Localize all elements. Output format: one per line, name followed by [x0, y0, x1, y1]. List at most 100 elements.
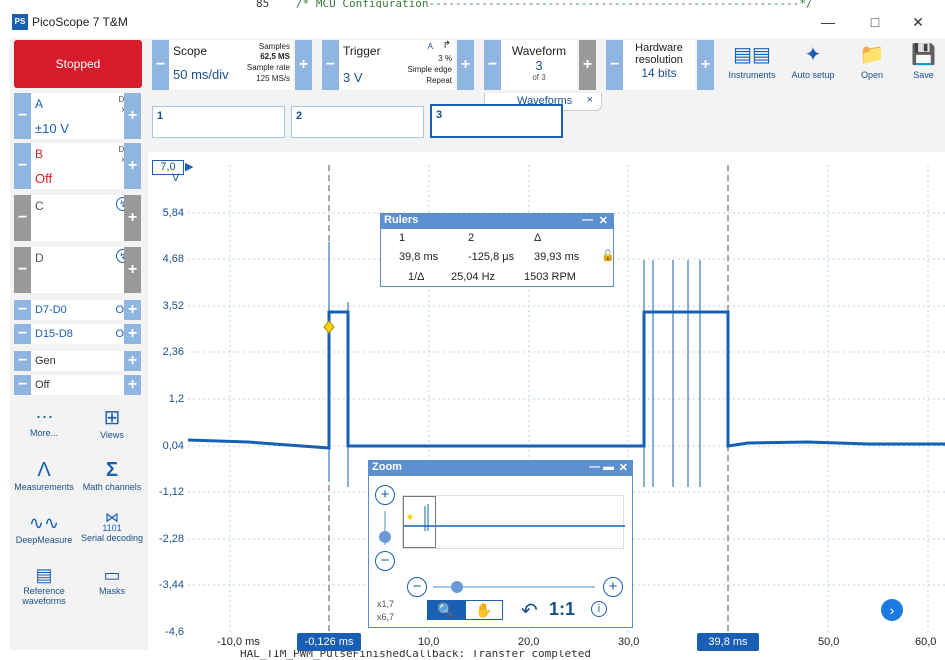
- channel-b-minus-button[interactable]: −: [14, 143, 31, 189]
- next-arrow-icon[interactable]: ›: [881, 599, 903, 621]
- zoom-in-horizontal-button[interactable]: +: [603, 577, 623, 597]
- d7-d0-minus-button[interactable]: −: [14, 300, 31, 320]
- channel-d-plus-button[interactable]: +: [124, 247, 141, 293]
- instruments-button[interactable]: ▤▤ Instruments: [723, 40, 781, 90]
- channel-b-plus-button[interactable]: +: [124, 143, 141, 189]
- zoom-overview[interactable]: [402, 495, 625, 549]
- scope-settings[interactable]: Scope 50 ms/div Samples 62,5 MS Sample r…: [169, 40, 293, 90]
- x-tick: -10,0 ms: [217, 636, 260, 648]
- math-channels-tool[interactable]: Σ Math channels: [80, 458, 144, 492]
- run-stop-button[interactable]: Stopped: [14, 40, 142, 88]
- d15-d8-minus-button[interactable]: −: [14, 324, 31, 344]
- rising-edge-icon: ↱: [442, 40, 451, 51]
- serial-decoding-tool[interactable]: ⋈ 1101 Serial decoding: [80, 510, 144, 543]
- y-tick: 5,84: [162, 207, 184, 219]
- trigger-settings[interactable]: Trigger 3 V A ↱ 3 % Simple edge Repeat: [339, 40, 455, 90]
- waveform-plus-button[interactable]: +: [579, 40, 596, 90]
- horizontal-zoom-thumb[interactable]: [451, 581, 463, 593]
- gen-state-settings[interactable]: Off: [31, 375, 134, 395]
- d15-d8-plus-button[interactable]: +: [124, 324, 141, 344]
- reference-waveforms-tool[interactable]: ▤ Reference waveforms: [12, 564, 76, 606]
- close-icon[interactable]: ×: [586, 94, 593, 106]
- minimize-icon[interactable]: —: [582, 214, 593, 226]
- d15-d8-settings[interactable]: D15-D8 Off: [31, 324, 134, 344]
- minimize-icon[interactable]: —: [589, 461, 600, 473]
- vertical-zoom-track[interactable]: [384, 511, 386, 545]
- waveform-minus-button[interactable]: −: [484, 40, 501, 90]
- rulers-col-1: 1: [399, 232, 406, 244]
- rulers-panel[interactable]: Rulers — ✕ 1 2 Δ 39,8 ms -125,8 µs 39,93…: [380, 213, 615, 287]
- info-icon[interactable]: i: [591, 601, 607, 617]
- thumb-1-label: 1: [157, 110, 164, 122]
- compass-icon: Λ: [37, 459, 51, 481]
- waveform-thumb-2[interactable]: 2: [291, 106, 424, 138]
- zoom-out-vertical-button[interactable]: −: [375, 551, 395, 571]
- minimize-icon[interactable]: —: [821, 14, 835, 30]
- y-tick: 4,68: [162, 253, 184, 265]
- x-tick: 20,0: [518, 636, 540, 648]
- channel-c-minus-button[interactable]: −: [14, 195, 31, 241]
- trigger-minus-button[interactable]: −: [322, 40, 339, 90]
- close-icon[interactable]: ✕: [618, 462, 628, 474]
- zoom-tool-icon[interactable]: 🔍: [427, 600, 465, 620]
- ruler-1-label[interactable]: -0,126 ms: [297, 633, 361, 651]
- d7-d0-settings[interactable]: D7-D0 Off: [31, 300, 134, 320]
- d7-d0-label: D7-D0: [35, 304, 67, 316]
- more-tool[interactable]: ⋯ More...: [12, 406, 76, 438]
- undo-zoom-icon[interactable]: ↶: [521, 600, 538, 622]
- trigger-marker-icon[interactable]: [323, 320, 335, 334]
- channel-a-minus-button[interactable]: −: [14, 93, 31, 139]
- instruments-icon: ▤▤: [733, 44, 771, 66]
- trigger-plus-button[interactable]: +: [457, 40, 474, 90]
- channel-b-settings[interactable]: B DC x1 Off: [31, 143, 134, 189]
- maximize-icon[interactable]: □: [870, 14, 880, 30]
- scope-plus-button[interactable]: +: [295, 40, 312, 90]
- close-icon[interactable]: ✕: [912, 14, 924, 30]
- gen-state-plus-button[interactable]: +: [124, 375, 141, 395]
- open-button[interactable]: 📁 Open: [843, 40, 901, 90]
- channel-d-settings[interactable]: D ↯: [31, 247, 134, 293]
- channel-b-name: B: [35, 147, 44, 161]
- zoom-in-vertical-button[interactable]: +: [375, 485, 395, 505]
- open-label: Open: [860, 70, 884, 80]
- horizontal-zoom-track[interactable]: [433, 586, 595, 588]
- d7-d0-plus-button[interactable]: +: [124, 300, 141, 320]
- pan-hand-icon[interactable]: ✋: [465, 600, 503, 620]
- waveform-thumb-1[interactable]: 1: [152, 106, 285, 138]
- waveform-settings[interactable]: Waveform 3 of 3: [501, 40, 577, 90]
- zoom-panel[interactable]: Zoom — ▬ ✕ + − − + x1,7 x6,7 🔍 ✋ ↶ 1:1 i: [368, 460, 633, 628]
- y-tick: -2,28: [158, 533, 184, 545]
- channel-a-plus-button[interactable]: +: [124, 93, 141, 139]
- channel-c-settings[interactable]: C ↯: [31, 195, 134, 241]
- deepmeasure-tool[interactable]: ∿∿ DeepMeasure: [12, 511, 76, 545]
- gen-settings[interactable]: Gen: [31, 351, 134, 371]
- waveform-number: 3: [535, 58, 543, 73]
- gen-minus-button[interactable]: −: [14, 351, 31, 371]
- resolution-plus-button[interactable]: +: [697, 40, 714, 90]
- reset-zoom-button[interactable]: 1:1: [549, 599, 576, 619]
- auto-setup-button[interactable]: ✦ Auto setup: [784, 40, 842, 90]
- resolution-minus-button[interactable]: −: [606, 40, 623, 90]
- save-button[interactable]: 💾 Save: [902, 40, 945, 90]
- save-label: Save: [913, 70, 934, 80]
- scope-minus-button[interactable]: −: [152, 40, 169, 90]
- close-icon[interactable]: ✕: [598, 215, 608, 227]
- axis-top-value[interactable]: 7,0: [152, 160, 184, 175]
- lock-icon[interactable]: 🔓: [601, 250, 615, 262]
- restore-icon[interactable]: ▬: [603, 461, 614, 473]
- vertical-zoom-thumb[interactable]: [379, 531, 391, 543]
- channel-a-settings[interactable]: A DC x1 ±10 V: [31, 93, 134, 139]
- rulers-col-2: 2: [468, 232, 475, 244]
- ruler-2-label[interactable]: 39,8 ms: [697, 633, 759, 651]
- resolution-settings[interactable]: Hardware resolution 14 bits: [623, 40, 695, 90]
- zoom-out-horizontal-button[interactable]: −: [407, 577, 427, 597]
- gen-plus-button[interactable]: +: [124, 351, 141, 371]
- x-tick: 50,0: [818, 636, 840, 648]
- waveform-thumb-3[interactable]: 3: [430, 104, 563, 138]
- masks-tool[interactable]: ▭ Masks: [80, 564, 144, 596]
- gen-state-minus-button[interactable]: −: [14, 375, 31, 395]
- measurements-tool[interactable]: Λ Measurements: [12, 458, 76, 492]
- views-tool[interactable]: ⊞ Views: [80, 406, 144, 440]
- channel-c-plus-button[interactable]: +: [124, 195, 141, 241]
- channel-d-minus-button[interactable]: −: [14, 247, 31, 293]
